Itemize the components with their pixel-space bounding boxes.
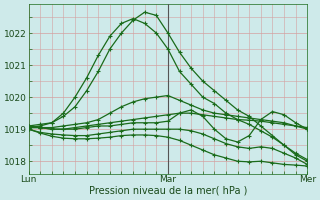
X-axis label: Pression niveau de la mer( hPa ): Pression niveau de la mer( hPa ) [89, 186, 247, 196]
